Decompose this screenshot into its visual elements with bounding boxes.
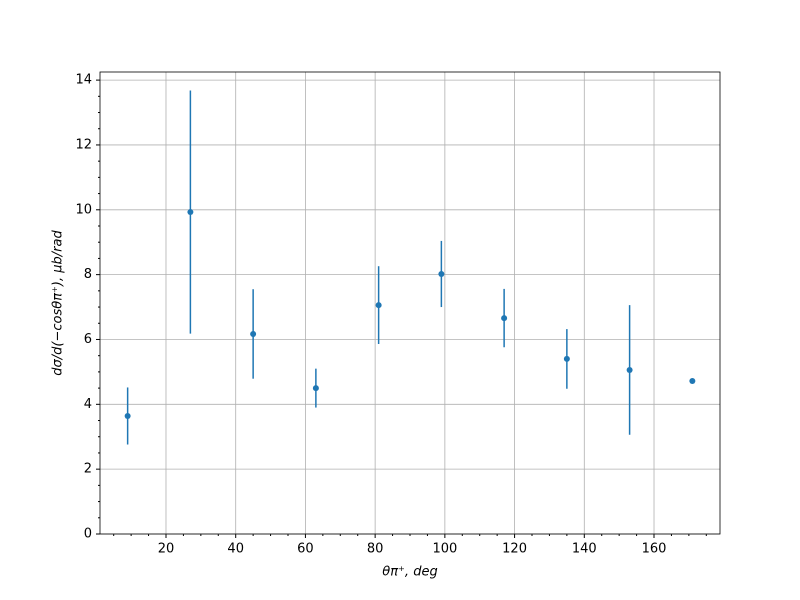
y-tick-label: 8: [84, 267, 92, 282]
data-point: [187, 209, 194, 216]
y-axis-label: dσ/d(−cosθπ⁺), μb/rad: [51, 230, 66, 376]
y-tick-label: 4: [84, 397, 92, 412]
data-point: [124, 412, 131, 419]
y-tick-label: 0: [84, 527, 92, 542]
x-tick-label: 160: [642, 542, 667, 557]
y-tick-label: 10: [75, 202, 92, 217]
x-tick-label: 120: [502, 542, 527, 557]
y-tick-label: 14: [75, 73, 92, 88]
data-point: [250, 330, 257, 337]
data-point: [689, 377, 696, 384]
data-point: [438, 270, 445, 277]
plot-frame: [99, 71, 721, 535]
x-tick-label: 100: [432, 542, 457, 557]
x-tick-label: 20: [158, 542, 175, 557]
x-tick-label: 60: [297, 542, 314, 557]
x-tick-label: 40: [227, 542, 244, 557]
x-tick-label: 140: [572, 542, 597, 557]
data-point: [375, 302, 382, 309]
data-point: [563, 355, 570, 362]
data-point: [501, 315, 508, 322]
y-tick-label: 2: [84, 462, 92, 477]
y-tick-label: 12: [75, 137, 92, 152]
data-point: [626, 366, 633, 373]
x-tick-label: 80: [367, 542, 384, 557]
data-point: [312, 385, 319, 392]
y-tick-label: 6: [84, 332, 92, 347]
x-axis-label: θπ⁺, deg: [382, 565, 437, 580]
